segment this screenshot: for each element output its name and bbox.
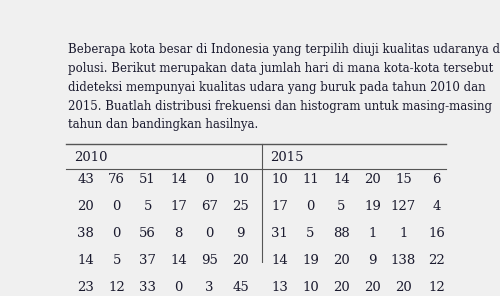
- Text: 0: 0: [206, 173, 214, 186]
- Text: 51: 51: [140, 173, 156, 186]
- Text: 16: 16: [428, 227, 445, 240]
- Text: 2015: 2015: [270, 151, 304, 164]
- Text: 0: 0: [112, 227, 121, 240]
- Text: 5: 5: [306, 227, 314, 240]
- Text: 10: 10: [302, 281, 319, 294]
- Text: 14: 14: [271, 254, 288, 267]
- Text: 9: 9: [368, 254, 377, 267]
- Text: 20: 20: [333, 254, 350, 267]
- Text: 14: 14: [78, 254, 94, 267]
- Text: 31: 31: [271, 227, 288, 240]
- Text: 0: 0: [206, 227, 214, 240]
- Text: 88: 88: [333, 227, 350, 240]
- Text: 5: 5: [338, 200, 345, 213]
- Text: 19: 19: [302, 254, 319, 267]
- Text: 14: 14: [333, 173, 350, 186]
- Text: 5: 5: [112, 254, 121, 267]
- Text: 33: 33: [139, 281, 156, 294]
- Text: 9: 9: [236, 227, 245, 240]
- Text: 12: 12: [108, 281, 125, 294]
- Text: 76: 76: [108, 173, 125, 186]
- Text: 14: 14: [170, 173, 187, 186]
- Text: 20: 20: [232, 254, 249, 267]
- Text: 14: 14: [170, 254, 187, 267]
- Text: 1: 1: [368, 227, 376, 240]
- Text: 38: 38: [78, 227, 94, 240]
- Text: 5: 5: [144, 200, 152, 213]
- Text: 25: 25: [232, 200, 249, 213]
- Text: 10: 10: [271, 173, 288, 186]
- Text: polusi. Berikut merupakan data jumlah hari di mana kota-kota tersebut: polusi. Berikut merupakan data jumlah ha…: [68, 62, 494, 75]
- Text: 10: 10: [232, 173, 249, 186]
- Text: 56: 56: [140, 227, 156, 240]
- Text: 20: 20: [78, 200, 94, 213]
- Text: 95: 95: [202, 254, 218, 267]
- Text: 20: 20: [333, 281, 350, 294]
- Text: 6: 6: [432, 173, 440, 186]
- Text: 13: 13: [271, 281, 288, 294]
- Text: 45: 45: [232, 281, 249, 294]
- Text: 8: 8: [174, 227, 183, 240]
- Text: 15: 15: [395, 173, 412, 186]
- Text: 23: 23: [78, 281, 94, 294]
- Text: 2015. Buatlah distribusi frekuensi dan histogram untuk masing-masing: 2015. Buatlah distribusi frekuensi dan h…: [68, 99, 492, 112]
- Text: 4: 4: [432, 200, 440, 213]
- Text: 20: 20: [364, 281, 381, 294]
- Text: 11: 11: [302, 173, 319, 186]
- Text: 127: 127: [391, 200, 416, 213]
- Text: 17: 17: [271, 200, 288, 213]
- Text: dideteksi mempunyai kualitas udara yang buruk pada tahun 2010 dan: dideteksi mempunyai kualitas udara yang …: [68, 81, 486, 94]
- Text: 20: 20: [364, 173, 381, 186]
- Text: 67: 67: [201, 200, 218, 213]
- Text: 0: 0: [174, 281, 183, 294]
- Text: 43: 43: [78, 173, 94, 186]
- Text: 0: 0: [112, 200, 121, 213]
- Text: Beberapa kota besar di Indonesia yang terpilih diuji kualitas udaranya dari: Beberapa kota besar di Indonesia yang te…: [68, 44, 500, 57]
- Text: 37: 37: [139, 254, 156, 267]
- Text: 17: 17: [170, 200, 187, 213]
- Text: 138: 138: [391, 254, 416, 267]
- Text: 3: 3: [206, 281, 214, 294]
- Text: 1: 1: [400, 227, 407, 240]
- Text: 12: 12: [428, 281, 445, 294]
- Text: tahun dan bandingkan hasilnya.: tahun dan bandingkan hasilnya.: [68, 118, 258, 131]
- Text: 19: 19: [364, 200, 381, 213]
- Text: 22: 22: [428, 254, 445, 267]
- Text: 20: 20: [395, 281, 412, 294]
- Text: 2010: 2010: [74, 151, 108, 164]
- Text: 0: 0: [306, 200, 314, 213]
